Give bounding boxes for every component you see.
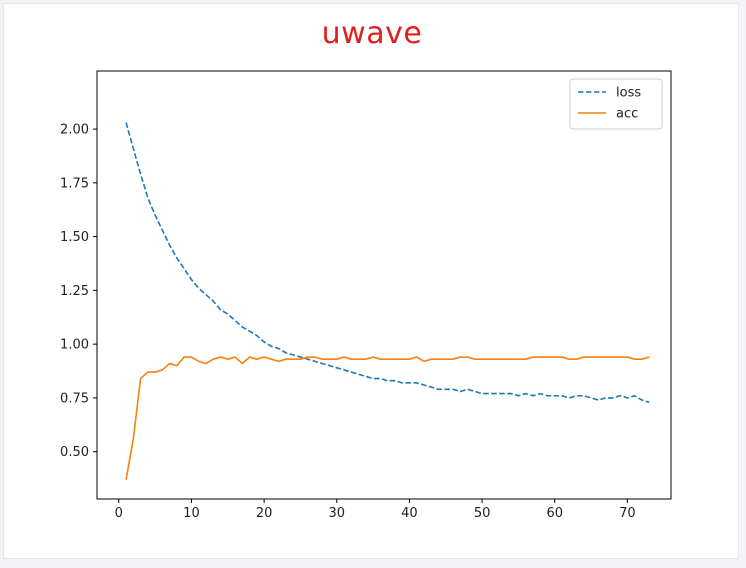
y-tick-label: 1.25 xyxy=(60,284,89,299)
y-tick-label: 1.75 xyxy=(60,176,89,191)
x-tick-label: 0 xyxy=(115,506,123,521)
x-tick-label: 70 xyxy=(619,506,636,521)
x-tick-label: 40 xyxy=(401,506,418,521)
series-line-loss xyxy=(125,122,650,403)
y-tick-label: 1.00 xyxy=(60,338,89,353)
legend-label-acc: acc xyxy=(616,107,638,122)
y-tick-label: 0.50 xyxy=(60,445,89,460)
legend-box xyxy=(569,78,663,130)
x-tick-label: 10 xyxy=(183,506,200,521)
y-tick-label: 1.50 xyxy=(60,230,89,245)
x-tick-label: 60 xyxy=(546,506,563,521)
x-tick-label: 30 xyxy=(328,506,345,521)
series-line-acc xyxy=(125,356,650,480)
plot-frame xyxy=(96,70,672,500)
y-tick-label: 2.00 xyxy=(60,123,89,138)
legend-label-loss: loss xyxy=(616,86,641,101)
chart-title: uwave xyxy=(321,16,423,51)
y-tick-label: 0.75 xyxy=(60,391,89,406)
x-tick-label: 20 xyxy=(256,506,273,521)
x-tick-label: 50 xyxy=(474,506,491,521)
